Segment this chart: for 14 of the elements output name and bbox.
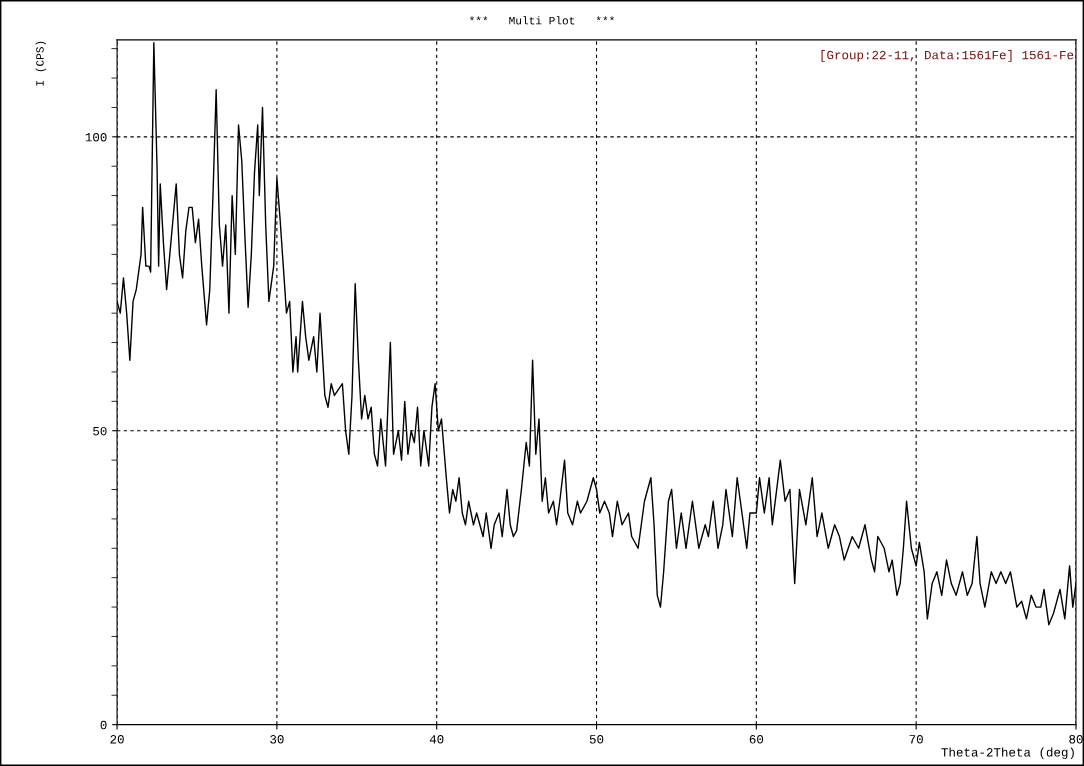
chart-title: *** Multi Plot *** (469, 16, 614, 25)
x-tick-label: 20 (110, 735, 124, 744)
x-tick-label: 80 (1069, 735, 1083, 744)
y-tick-label: 50 (93, 426, 107, 436)
x-tick-label: 70 (909, 735, 923, 744)
y-tick-label: 0 (100, 720, 107, 730)
x-tick-label: 50 (589, 735, 604, 744)
x-axis-title: Theta-2Theta (deg) (941, 747, 1074, 760)
x-tick-label: 60 (749, 735, 764, 744)
y-tick-label: 100 (85, 132, 107, 142)
x-tick-label: 30 (270, 735, 284, 744)
x-tick-label: 40 (429, 735, 444, 744)
y-axis-title: I (CPS) (35, 41, 46, 86)
annotation: [Group:22-11, Data:1561Fe] 1561-Fe (821, 50, 1074, 62)
